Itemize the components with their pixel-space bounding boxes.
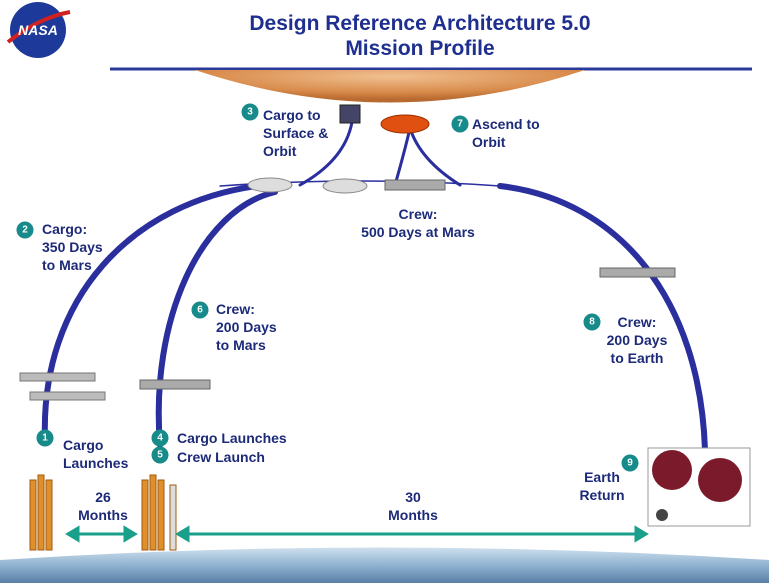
step-label: Ascend to xyxy=(472,116,540,132)
duration-label: Months xyxy=(388,507,438,523)
step-label: Launches xyxy=(63,455,129,471)
earth xyxy=(0,548,769,583)
step-number: 5 xyxy=(157,450,163,461)
mars-surface xyxy=(195,70,585,103)
duration-label: 26 xyxy=(95,489,111,505)
step-label: Cargo: xyxy=(42,221,87,237)
step-label: Cargo to xyxy=(263,107,321,123)
step-label: 350 Days xyxy=(42,239,103,255)
step-label: Surface & xyxy=(263,125,328,141)
step-label: Crew Launch xyxy=(177,449,265,465)
step-number: 2 xyxy=(22,225,28,236)
step-label: Orbit xyxy=(263,143,297,159)
step-number: 9 xyxy=(627,458,633,469)
step-label: Cargo Launches xyxy=(177,430,287,446)
stay-label: 500 Days at Mars xyxy=(361,224,475,240)
step-label: 200 Days xyxy=(607,332,668,348)
step-label: Crew: xyxy=(216,301,255,317)
step-number: 8 xyxy=(589,317,595,328)
step-number: 4 xyxy=(157,433,163,444)
ascent-path xyxy=(395,128,460,185)
step-number: 7 xyxy=(457,119,463,130)
step-label: Cargo xyxy=(63,437,103,453)
trajectories xyxy=(45,122,705,450)
mission-diagram: NASA Design Reference Architecture 5.0 M… xyxy=(0,0,769,583)
step-label: Return xyxy=(579,487,624,503)
parachute xyxy=(652,450,692,490)
step-label: Earth xyxy=(584,469,620,485)
step-label: to Mars xyxy=(42,257,92,273)
title: Design Reference Architecture 5.0 xyxy=(249,12,590,35)
step-label: to Mars xyxy=(216,337,266,353)
duration-label: Months xyxy=(78,507,128,523)
capsule xyxy=(656,509,668,521)
step-label: 200 Days xyxy=(216,319,277,335)
return-trajectory xyxy=(500,186,705,450)
title: Mission Profile xyxy=(345,37,494,60)
step-label: Orbit xyxy=(472,134,506,150)
logo-text: NASA xyxy=(18,22,58,38)
stay-label: Crew: xyxy=(399,206,438,222)
step-label: Crew: xyxy=(618,314,657,330)
step-number: 6 xyxy=(197,305,203,316)
duration-label: 30 xyxy=(405,489,421,505)
step-label: to Earth xyxy=(611,350,664,366)
step-number: 3 xyxy=(247,107,253,118)
parachute xyxy=(698,458,742,502)
step-number: 1 xyxy=(42,433,48,444)
